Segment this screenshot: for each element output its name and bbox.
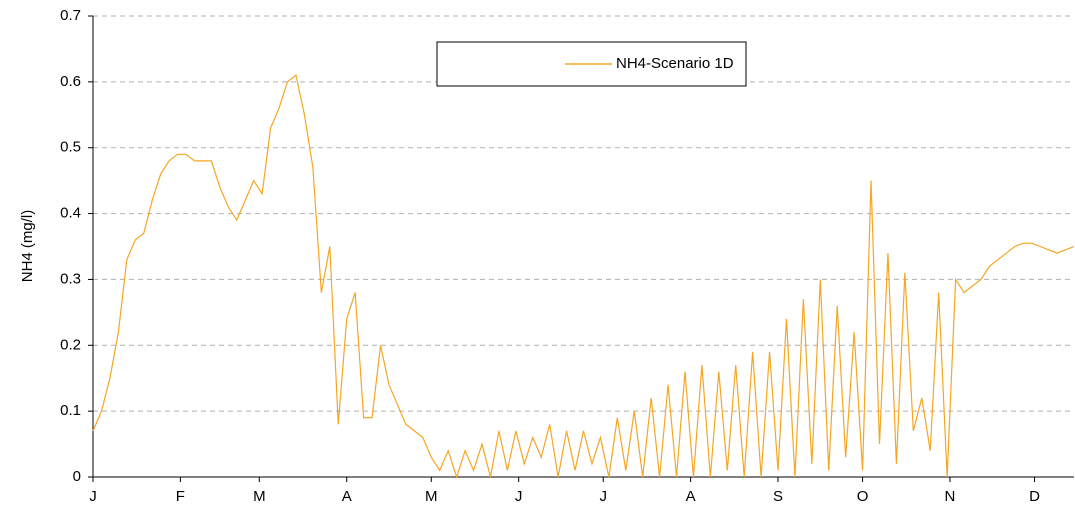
- y-tick-label: 0.4: [60, 205, 81, 222]
- x-tick-label: J: [599, 488, 607, 505]
- x-tick-label: M: [425, 488, 438, 505]
- legend-label: NH4-Scenario 1D: [616, 55, 734, 72]
- y-tick-label: 0.6: [60, 73, 81, 90]
- data-line: [92, 74, 1075, 479]
- x-tick-label: F: [176, 488, 185, 505]
- y-tick-label: 0.7: [60, 7, 81, 24]
- x-tick-label: A: [686, 488, 696, 505]
- y-axis-label: NH4 (mg/l): [19, 210, 36, 283]
- x-tick-label: O: [857, 488, 869, 505]
- x-tick-label: J: [89, 488, 97, 505]
- y-tick-label: 0: [73, 468, 81, 485]
- x-tick-label: M: [253, 488, 266, 505]
- y-tick-label: 0.3: [60, 270, 81, 287]
- x-tick-label: D: [1029, 488, 1040, 505]
- x-tick-label: A: [342, 488, 352, 505]
- x-tick-label: J: [515, 488, 523, 505]
- y-tick-label: 0.5: [60, 139, 81, 156]
- y-tick-label: 0.2: [60, 336, 81, 353]
- y-tick-label: 0.1: [60, 402, 81, 419]
- x-tick-label: N: [945, 488, 956, 505]
- x-tick-label: S: [773, 488, 783, 505]
